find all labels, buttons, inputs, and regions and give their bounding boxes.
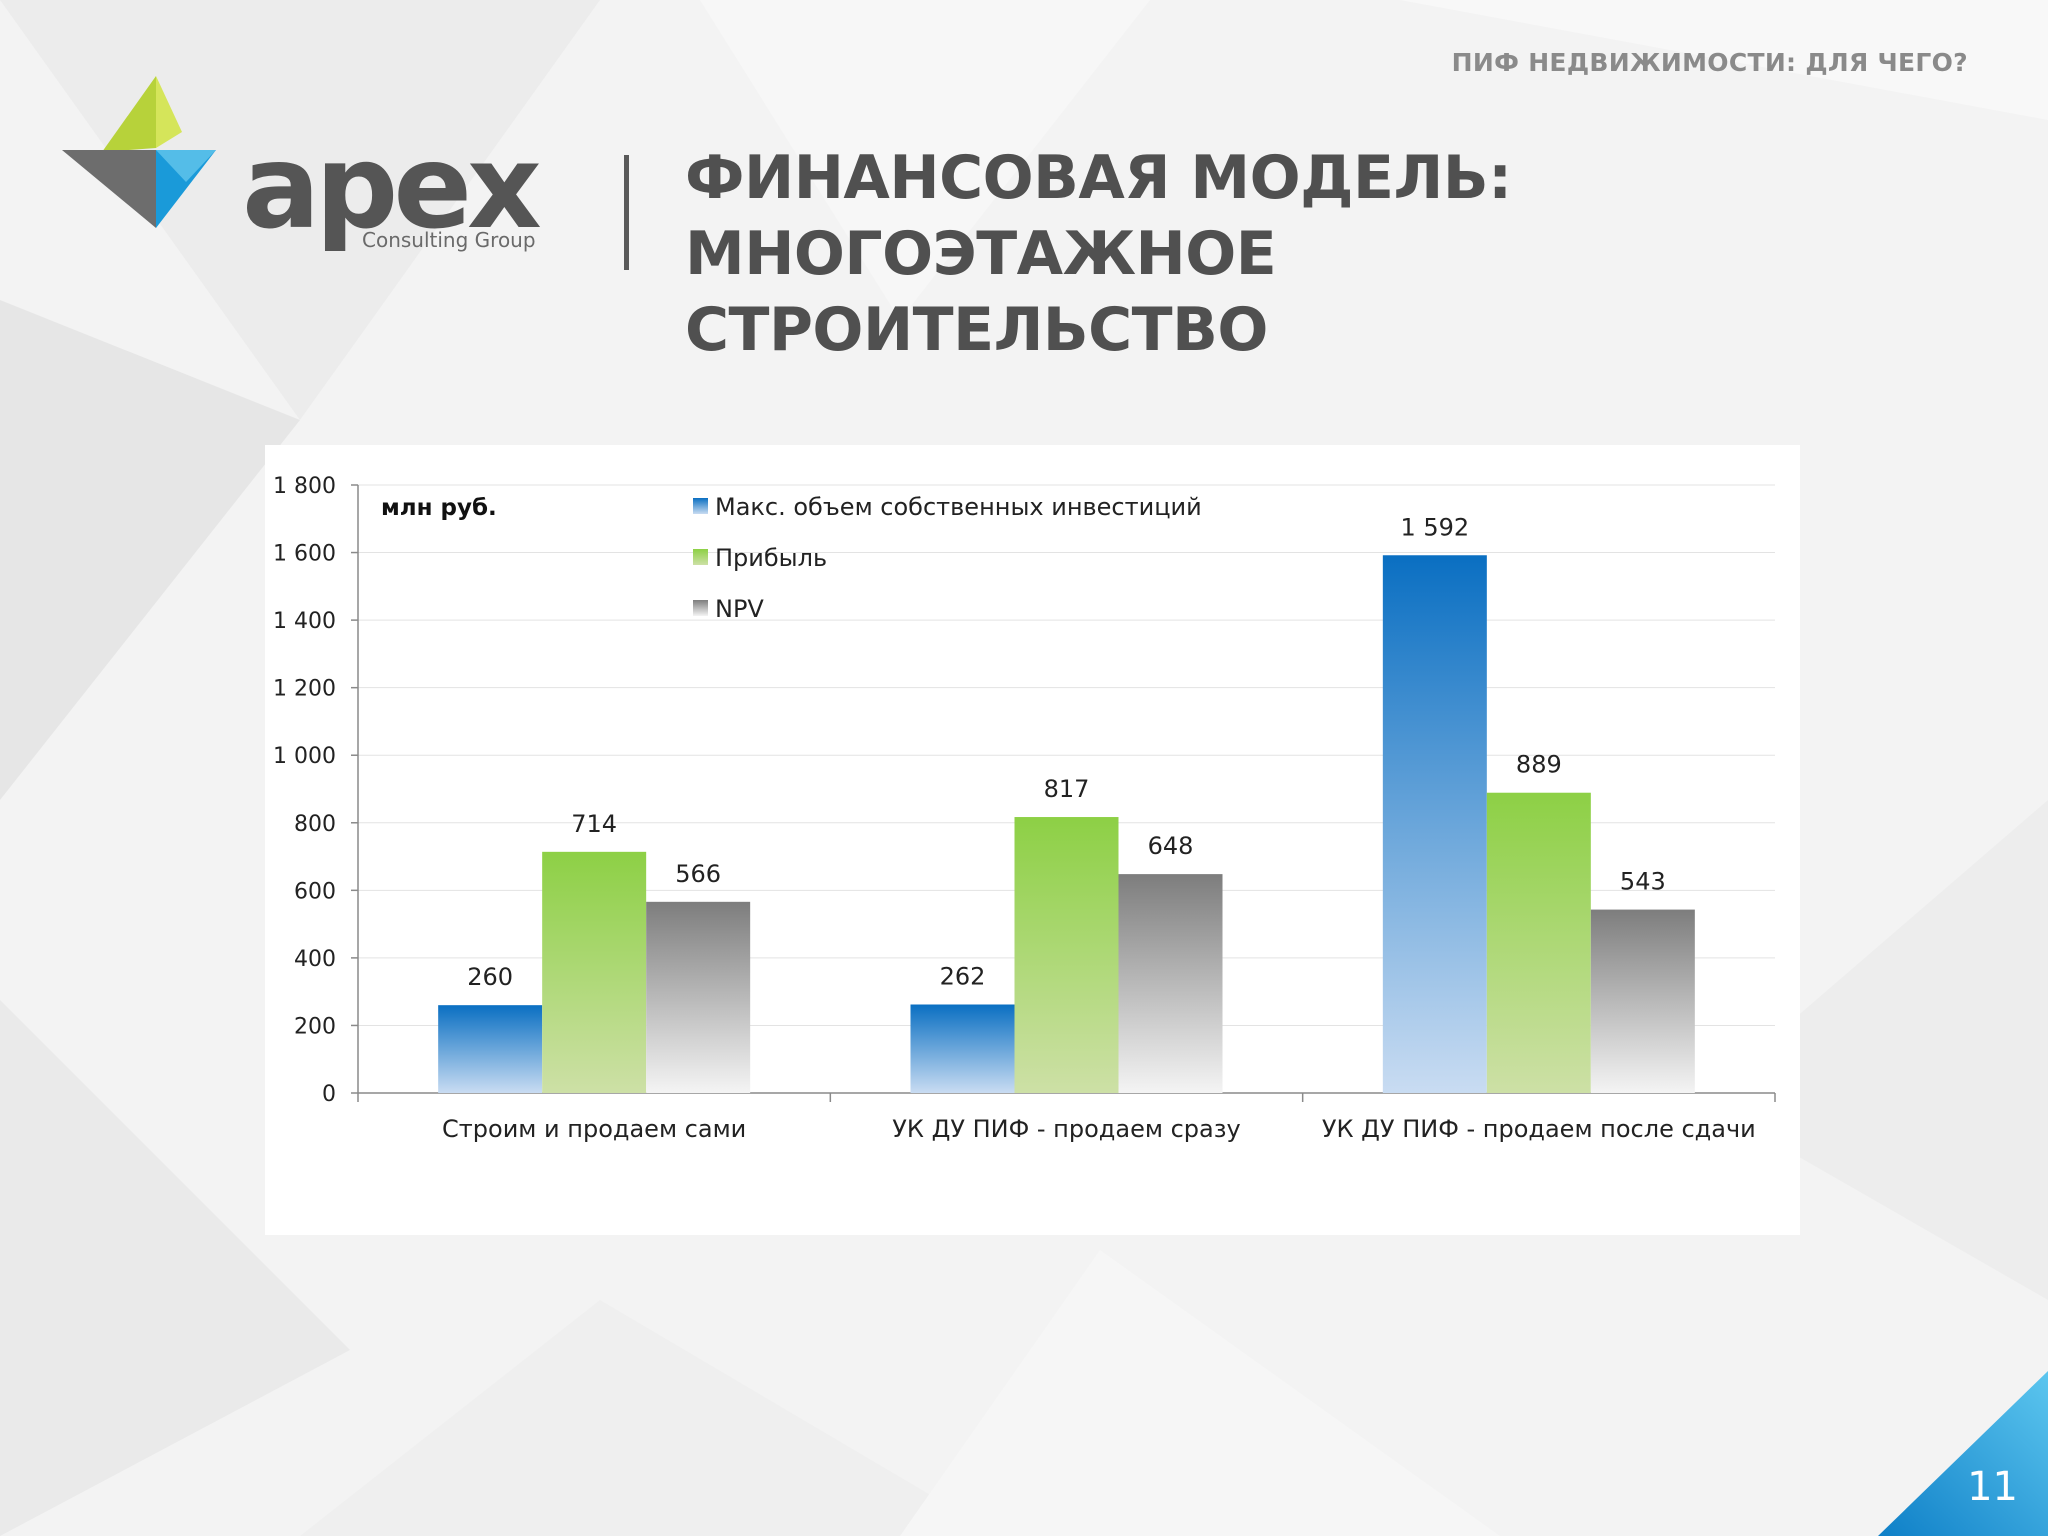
logo-subtitle: Consulting Group xyxy=(362,228,536,252)
x-category-label: УК ДУ ПИФ - продаем после сдачи xyxy=(1322,1115,1756,1143)
page-number: 11 xyxy=(1967,1464,2018,1510)
apex-logo: apex Consulting Group xyxy=(62,72,562,272)
bar xyxy=(1486,792,1591,1093)
data-label: 648 xyxy=(1148,832,1194,860)
data-label: 543 xyxy=(1620,868,1666,896)
data-label: 817 xyxy=(1044,775,1090,803)
unit-label: млн руб. xyxy=(381,495,497,521)
chart-panel: 0 200 400 600 800 1 000 1 200 1 400 1 600 1 800 Ст… xyxy=(265,445,1800,1235)
y-tick-label: 600 xyxy=(294,879,336,904)
y-tick-label: 1 600 xyxy=(273,542,336,567)
bar xyxy=(1118,874,1223,1093)
data-label: 262 xyxy=(940,963,986,991)
page-title-line-2: СТРОИТЕЛЬСТВО xyxy=(685,295,1268,365)
data-label: 566 xyxy=(675,860,721,888)
legend-label: NPV xyxy=(715,595,764,623)
logo-wordmark: apex xyxy=(242,120,542,255)
page-title: ФИНАНСОВАЯ МОДЕЛЬ: МНОГОЭТАЖНОЕ СТРОИТЕЛ… xyxy=(685,140,1985,368)
legend-swatch xyxy=(693,549,708,565)
y-tick-label: 1 000 xyxy=(273,744,336,769)
legend-swatch xyxy=(693,498,708,514)
bar xyxy=(646,901,751,1093)
data-label: 889 xyxy=(1516,751,1562,779)
page-title-line-1: ФИНАНСОВАЯ МОДЕЛЬ: МНОГОЭТАЖНОЕ xyxy=(685,143,1512,289)
bar xyxy=(542,851,647,1093)
y-tick-label: 1 800 xyxy=(273,474,336,499)
logo-mark-icon xyxy=(62,76,216,228)
bar xyxy=(1382,555,1487,1093)
legend-label: Макс. объем собственных инвестиций xyxy=(715,493,1202,521)
y-tick-label: 0 xyxy=(322,1082,336,1107)
y-tick-label: 200 xyxy=(294,1014,336,1039)
x-category-label: Строим и продаем сами xyxy=(442,1115,746,1143)
data-label: 1 592 xyxy=(1400,513,1469,541)
bar-chart: 0 200 400 600 800 1 000 1 200 1 400 1 600 1 800 Ст… xyxy=(273,474,1776,1143)
bar xyxy=(438,1005,543,1093)
data-label: 714 xyxy=(571,810,617,838)
y-tick-label: 400 xyxy=(294,947,336,972)
data-label: 260 xyxy=(467,963,513,991)
bar xyxy=(1590,909,1695,1093)
y-tick-label: 800 xyxy=(294,812,336,837)
title-divider xyxy=(624,155,629,270)
page-corner-triangle xyxy=(1878,1371,2048,1536)
y-tick-label: 1 400 xyxy=(273,609,336,634)
legend-swatch xyxy=(693,600,708,616)
y-tick-label: 1 200 xyxy=(273,677,336,702)
bar xyxy=(1014,817,1119,1093)
legend-label: Прибыль xyxy=(715,544,827,572)
x-category-label: УК ДУ ПИФ - продаем сразу xyxy=(892,1115,1240,1143)
bar xyxy=(910,1004,1015,1093)
section-label: ПИФ НЕДВИЖИМОСТИ: ДЛЯ ЧЕГО? xyxy=(1451,48,1968,77)
